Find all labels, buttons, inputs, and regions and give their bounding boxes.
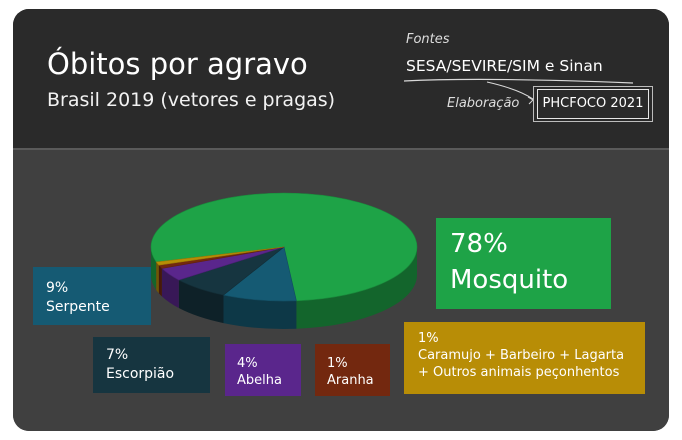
- label-escorpiao-name: Escorpião: [106, 366, 175, 382]
- pie-side-mosquito: [151, 247, 157, 291]
- chart-subtitle: Brasil 2019 (vetores e pragas): [47, 89, 336, 111]
- label-outros-line2: + Outros animais peçonhentos: [418, 365, 620, 380]
- credit-box: PHCFOCO 2021: [533, 86, 653, 122]
- label-abelha-pct: 4%: [237, 356, 258, 371]
- infographic-card: Óbitos por agravo Brasil 2019 (vetores e…: [13, 9, 669, 431]
- pie-slice-caramujo-barbeiro-lagarta-outros-animais-peconhentos: [155, 246, 285, 266]
- header-divider: [13, 148, 669, 150]
- credit-label: Elaboração: [447, 96, 520, 111]
- pie-side-mosquito: [296, 247, 417, 329]
- pie-side-caramujo-barbeiro-lagarta-outros-animais-peconhentos: [156, 262, 159, 294]
- label-outros-pct: 1%: [418, 331, 439, 346]
- pie-chart: [150, 192, 418, 329]
- label-escorpiao: 7% Escorpião: [93, 337, 210, 393]
- pie-side-abelha: [161, 268, 179, 309]
- pie-side-serpente: [223, 295, 297, 329]
- chart-title: Óbitos por agravo: [47, 47, 308, 81]
- sources-text: SESA/SEVIRE/SIM e Sinan: [406, 57, 603, 75]
- label-abelha: 4% Abelha: [225, 344, 301, 396]
- label-serpente-name: Serpente: [46, 299, 110, 315]
- label-outros-line1: Caramujo + Barbeiro + Lagarta: [418, 348, 625, 363]
- label-outros: 1% Caramujo + Barbeiro + Lagarta + Outro…: [404, 322, 645, 394]
- label-escorpiao-pct: 7%: [106, 347, 129, 363]
- label-aranha-pct: 1%: [327, 356, 348, 371]
- label-abelha-name: Abelha: [237, 373, 282, 388]
- label-mosquito-name: Mosquito: [450, 265, 569, 295]
- label-mosquito: 78% Mosquito: [436, 218, 611, 309]
- label-aranha-name: Aranha: [327, 373, 374, 388]
- label-aranha: 1% Aranha: [315, 344, 390, 396]
- label-serpente-pct: 9%: [46, 280, 69, 296]
- pie-side-aranha: [158, 265, 162, 297]
- header-panel: Óbitos por agravo Brasil 2019 (vetores e…: [13, 9, 669, 148]
- label-serpente: 9% Serpente: [33, 267, 151, 325]
- label-mosquito-pct: 78%: [450, 229, 508, 259]
- pie-side-escorpiao: [178, 280, 224, 324]
- sources-label: Fontes: [406, 32, 450, 47]
